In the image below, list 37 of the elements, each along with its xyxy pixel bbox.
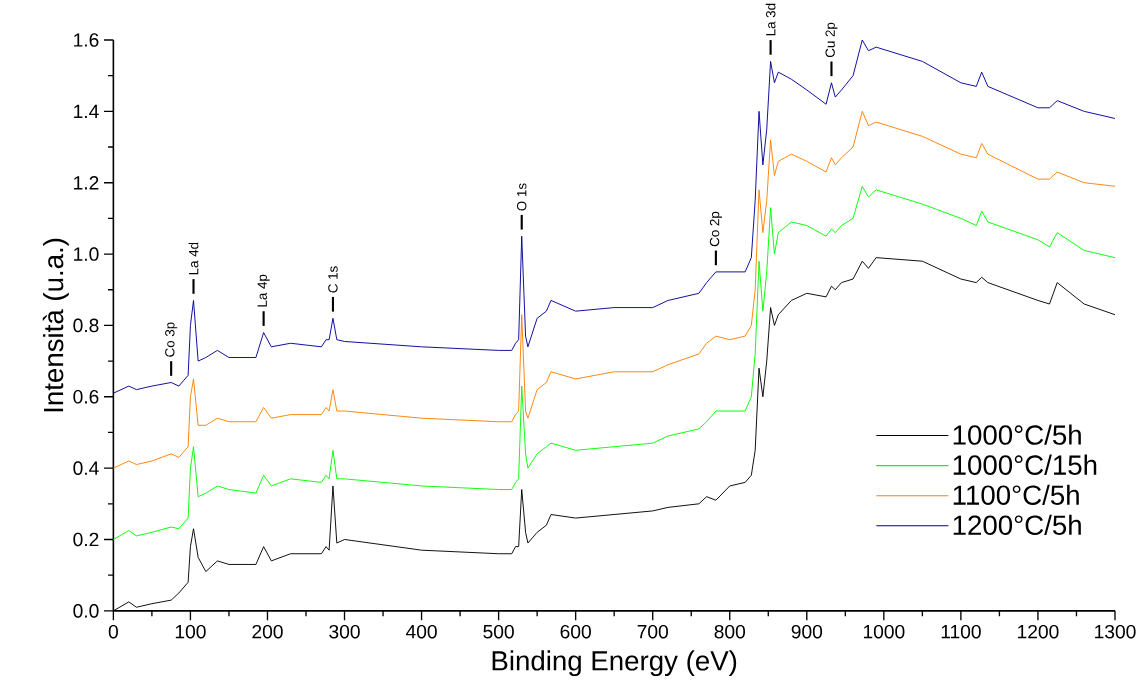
annotation: Cu 2p [825, 22, 838, 58]
x-tick-label: 200 [252, 625, 283, 639]
annotation: C 1s [328, 266, 338, 293]
x-tick-label: 300 [329, 625, 360, 639]
x-tick-label: 800 [714, 625, 746, 639]
y-tick-label: 1.2 [74, 176, 99, 190]
annotation: La 4p [257, 274, 270, 307]
x-tick-label: 400 [405, 625, 437, 639]
x-tick-label: 1300 [1095, 625, 1136, 639]
annotation: La 4d [188, 243, 199, 275]
x-axis-title: Binding Energy (eV) [492, 650, 737, 677]
legend-label: 1000°C/5h [953, 424, 1081, 446]
annotation: Co 2p [709, 212, 722, 247]
legend-label: 1000°C/15h [953, 454, 1097, 476]
legend-label: 1100°C/5h [953, 484, 1079, 506]
y-tick-label: 0.8 [73, 318, 99, 333]
x-tick-label: 1000 [863, 625, 905, 639]
annotation: O 1s [517, 183, 527, 211]
x-tick-label: 500 [483, 625, 514, 639]
x-tick-label: 700 [637, 625, 668, 639]
y-tick-label: 0.2 [73, 532, 99, 547]
x-tick-label: 100 [175, 625, 206, 639]
x-tick-label: 1200 [1018, 625, 1059, 639]
y-tick-label: 1.6 [74, 33, 99, 48]
x-tick-label: 900 [791, 625, 823, 639]
annotation: La 3d [765, 4, 776, 36]
y-tick-label: 1.4 [74, 104, 99, 119]
y-axis-title: Intensità (u.a.) [42, 239, 69, 412]
y-tick-label: 0.4 [73, 461, 99, 476]
y-tick-label: 0.6 [73, 390, 99, 404]
legend-label: 1200°C/5h [953, 514, 1081, 536]
x-tick-label: 0 [108, 625, 118, 639]
x-tick-label: 1100 [941, 625, 981, 639]
annotation: Co 3p [165, 322, 178, 357]
y-tick-label: 0.0 [73, 604, 99, 618]
x-tick-label: 600 [560, 625, 591, 639]
y-tick-label: 1.0 [74, 247, 99, 262]
